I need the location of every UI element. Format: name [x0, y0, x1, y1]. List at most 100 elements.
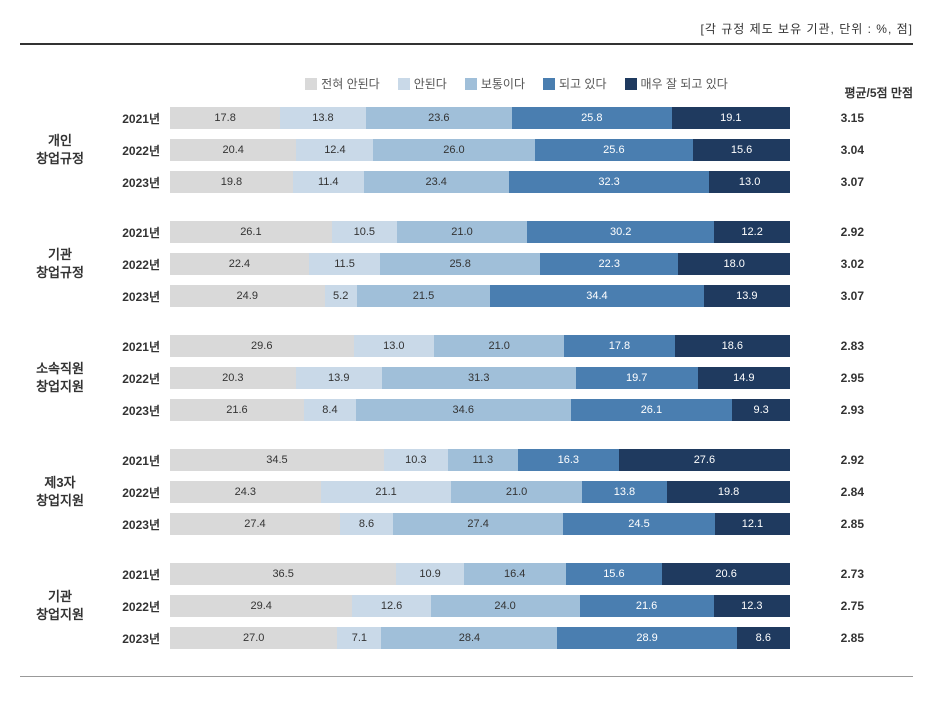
legend-item: 안된다 — [398, 75, 447, 92]
year-label: 2022년 — [100, 256, 170, 273]
bar-segment: 24.5 — [563, 513, 715, 535]
year-label: 2023년 — [100, 288, 170, 305]
bar-segment: 21.6 — [170, 399, 304, 421]
bar-segment: 19.7 — [576, 367, 698, 389]
bar-segment: 28.9 — [557, 627, 736, 649]
bar-segment: 22.3 — [540, 253, 678, 275]
rows-container: 2021년34.510.311.316.327.62.922022년24.321… — [100, 448, 913, 536]
bar-segment: 31.3 — [382, 367, 576, 389]
avg-value: 3.02 — [790, 257, 870, 271]
avg-value: 2.83 — [790, 339, 870, 353]
year-label: 2021년 — [100, 110, 170, 127]
bar-segment: 23.6 — [366, 107, 512, 129]
bar-segment: 19.1 — [672, 107, 790, 129]
bar-segment: 27.0 — [170, 627, 337, 649]
bar-segment: 19.8 — [667, 481, 790, 503]
bar-segment: 15.6 — [566, 563, 663, 585]
rows-container: 2021년36.510.916.415.620.62.73 2022년29.412… — [100, 562, 913, 650]
legend-swatch — [398, 78, 410, 90]
avg-value: 2.95 — [790, 371, 870, 385]
bar-segment: 8.4 — [304, 399, 356, 421]
category-label: 기관창업지원 — [20, 588, 100, 624]
bar-segment: 9.3 — [732, 399, 790, 421]
bar-segment: 19.8 — [170, 171, 293, 193]
year-label: 2021년 — [100, 224, 170, 241]
year-label: 2023년 — [100, 402, 170, 419]
legend-label: 보통이다 — [481, 75, 525, 92]
bar-segment: 12.1 — [715, 513, 790, 535]
stacked-bar: 20.313.931.319.714.9 — [170, 367, 790, 389]
bar-segment: 18.6 — [675, 335, 790, 357]
bar-row: 2021년29.613.021.017.818.62.83 — [100, 334, 913, 358]
bar-segment: 13.0 — [354, 335, 435, 357]
bar-segment: 25.8 — [380, 253, 540, 275]
bar-row: 2023년19.811.423.432.313.03.07 — [100, 170, 913, 194]
bar-segment: 20.4 — [170, 139, 296, 161]
stacked-bar: 36.510.916.415.620.6 — [170, 563, 790, 585]
avg-value: 2.73 — [790, 567, 870, 581]
bar-row: 2023년27.48.627.424.512.12.85 — [100, 512, 913, 536]
avg-value: 2.75 — [790, 599, 870, 613]
avg-value: 2.93 — [790, 403, 870, 417]
bar-segment: 26.0 — [373, 139, 534, 161]
bottom-rule — [20, 676, 913, 677]
bar-row: 2022년22.411.525.822.318.03.02 — [100, 252, 913, 276]
stacked-bar: 34.510.311.316.327.6 — [170, 449, 790, 471]
avg-value: 3.07 — [790, 175, 870, 189]
legend-swatch — [625, 78, 637, 90]
category-label: 소속직원창업지원 — [20, 360, 100, 396]
category-label: 개인창업규정 — [20, 132, 100, 168]
legend-item: 보통이다 — [465, 75, 525, 92]
legend-item: 전혀 안된다 — [305, 75, 380, 92]
bar-segment: 15.6 — [693, 139, 790, 161]
avg-value: 3.07 — [790, 289, 870, 303]
bar-segment: 13.9 — [296, 367, 382, 389]
top-rule — [20, 43, 913, 45]
bar-segment: 12.4 — [296, 139, 373, 161]
stacked-bar: 19.811.423.432.313.0 — [170, 171, 790, 193]
bar-segment: 11.5 — [309, 253, 380, 275]
bar-row: 2023년24.95.221.534.413.93.07 — [100, 284, 913, 308]
bar-segment: 36.5 — [170, 563, 396, 585]
category-label: 제3자창업지원 — [20, 474, 100, 510]
bar-segment: 13.9 — [704, 285, 790, 307]
bar-row: 2021년36.510.916.415.620.62.73 — [100, 562, 913, 586]
bar-segment: 34.6 — [356, 399, 571, 421]
bar-segment: 21.5 — [357, 285, 490, 307]
stacked-bar: 21.68.434.626.19.3 — [170, 399, 790, 421]
bar-segment: 12.2 — [714, 221, 790, 243]
bar-segment: 14.9 — [698, 367, 790, 389]
bar-segment: 13.0 — [709, 171, 790, 193]
legend-label: 되고 있다 — [559, 75, 607, 92]
year-label: 2023년 — [100, 516, 170, 533]
chart-area: 평균/5점 만점 개인창업규정2021년17.813.823.625.819.1… — [20, 106, 913, 650]
bar-segment: 25.8 — [512, 107, 672, 129]
bar-segment: 22.4 — [170, 253, 309, 275]
bar-segment: 20.3 — [170, 367, 296, 389]
avg-value: 3.15 — [790, 111, 870, 125]
year-label: 2023년 — [100, 174, 170, 191]
category-group: 기관창업지원2021년36.510.916.415.620.62.73 2022년… — [20, 562, 913, 650]
stacked-bar: 17.813.823.625.819.1 — [170, 107, 790, 129]
stacked-bar: 24.321.121.013.819.8 — [170, 481, 790, 503]
bar-segment: 18.0 — [678, 253, 790, 275]
avg-value: 2.85 — [790, 631, 870, 645]
bar-segment: 24.9 — [170, 285, 325, 307]
legend-swatch — [465, 78, 477, 90]
bar-segment: 27.4 — [393, 513, 563, 535]
bar-row: 2022년20.313.931.319.714.92.95 — [100, 366, 913, 390]
bar-segment: 32.3 — [509, 171, 709, 193]
bar-segment: 21.0 — [397, 221, 527, 243]
bar-segment: 24.0 — [431, 595, 580, 617]
bar-row: 2021년34.510.311.316.327.62.92 — [100, 448, 913, 472]
year-label: 2022년 — [100, 370, 170, 387]
legend-label: 매우 잘 되고 있다 — [641, 75, 728, 92]
stacked-bar: 29.613.021.017.818.6 — [170, 335, 790, 357]
avg-column-header: 평균/5점 만점 — [844, 84, 913, 101]
legend: 전혀 안된다 안된다 보통이다 되고 있다 매우 잘 되고 있다 — [120, 75, 913, 92]
bar-row: 2022년20.412.426.025.615.63.04 — [100, 138, 913, 162]
bar-row: 2022년29.412.624.021.612.32.75 — [100, 594, 913, 618]
rows-container: 2021년17.813.823.625.819.13.15 2022년20.412… — [100, 106, 913, 194]
stacked-bar: 27.07.128.428.98.6 — [170, 627, 790, 649]
category-group: 개인창업규정2021년17.813.823.625.819.13.15 2022년… — [20, 106, 913, 194]
